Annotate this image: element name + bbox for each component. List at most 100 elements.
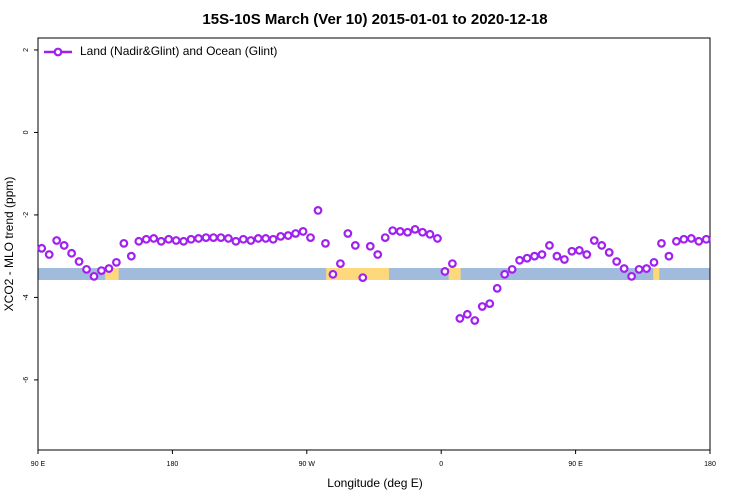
data-point — [425, 229, 435, 239]
data-point — [634, 264, 644, 274]
data-point — [686, 234, 696, 243]
data-point — [537, 250, 547, 259]
data-point — [604, 248, 614, 257]
data-point — [589, 236, 599, 245]
land-segment — [653, 268, 660, 280]
data-point — [141, 234, 151, 244]
data-point — [97, 266, 106, 276]
x-tick-label: 0 — [439, 461, 443, 468]
data-point — [373, 250, 383, 259]
data-point — [380, 233, 390, 243]
land-segment — [448, 268, 461, 280]
data-point — [156, 236, 166, 246]
data-point — [530, 251, 539, 261]
data-point — [82, 264, 91, 274]
x-tick-label: 90 E — [31, 461, 46, 468]
data-point — [545, 241, 554, 250]
data-point — [515, 255, 524, 265]
data-point — [126, 251, 136, 261]
data-point — [701, 234, 711, 244]
data-point — [52, 236, 62, 245]
data-point — [410, 224, 420, 234]
data-point — [194, 234, 203, 243]
data-point — [694, 236, 704, 246]
data-point — [649, 257, 659, 267]
data-point — [74, 257, 84, 266]
data-point — [298, 227, 308, 236]
data-point — [186, 234, 196, 244]
x-tick-label: 90 W — [299, 461, 316, 468]
data-point — [119, 238, 129, 248]
data-point — [500, 269, 510, 279]
plot-frame — [37, 37, 711, 451]
data-point — [238, 234, 248, 244]
data-point — [291, 229, 301, 238]
data-point — [313, 205, 323, 215]
data-point — [67, 248, 76, 258]
data-point — [567, 246, 577, 256]
data-point — [485, 299, 495, 308]
data-point — [134, 236, 144, 246]
data-point — [507, 264, 517, 274]
data-point — [440, 267, 450, 276]
data-point — [321, 238, 330, 248]
y-tick-label: 2 — [23, 48, 30, 52]
data-point — [104, 264, 114, 273]
data-point — [44, 250, 54, 259]
data-point — [395, 227, 405, 236]
data-point — [216, 233, 226, 243]
y-tick-label: -4 — [23, 294, 30, 300]
data-point — [343, 229, 353, 238]
data-point — [358, 273, 368, 283]
data-point — [388, 226, 398, 235]
x-tick-label: 180 — [167, 461, 179, 468]
data-point — [336, 259, 345, 268]
data-point — [223, 234, 233, 243]
data-point — [253, 234, 263, 243]
data-point — [642, 264, 651, 273]
data-point — [582, 250, 592, 259]
data-point — [179, 236, 189, 246]
legend-label: Land (Nadir&Glint) and Ocean (Glint) — [80, 44, 277, 58]
data-point — [619, 264, 629, 273]
data-point — [149, 234, 159, 243]
legend-marker — [53, 47, 63, 57]
data-point — [492, 283, 502, 293]
data-point — [477, 302, 487, 311]
data-point — [209, 233, 218, 243]
data-point — [283, 231, 293, 240]
y-axis-label: XCO2 - MLO trend (ppm) — [2, 177, 16, 312]
data-point — [89, 271, 99, 281]
data-point — [276, 231, 286, 241]
data-point — [560, 255, 569, 264]
data-point — [365, 241, 375, 251]
data-point — [350, 241, 360, 250]
data-point — [612, 257, 622, 266]
data-point — [552, 251, 562, 261]
data-point — [306, 233, 315, 243]
data-point — [462, 309, 472, 319]
data-point — [574, 245, 584, 255]
data-point — [672, 236, 681, 246]
data-point — [37, 243, 47, 253]
data-point — [657, 238, 666, 248]
data-point — [164, 234, 174, 244]
data-point — [522, 253, 532, 263]
x-tick-label: 180 — [704, 461, 716, 468]
data-point — [627, 271, 636, 281]
data-point — [171, 236, 181, 245]
y-tick-label: -6 — [23, 377, 30, 383]
data-point — [470, 316, 480, 325]
data-point — [261, 234, 271, 243]
x-tick-label: 90 E — [568, 461, 583, 468]
data-point — [268, 234, 278, 244]
data-point — [418, 227, 427, 237]
land-segment — [326, 268, 389, 280]
data-point — [328, 269, 338, 279]
data-point — [597, 241, 607, 250]
data-point — [403, 227, 413, 237]
y-tick-label: 0 — [23, 130, 30, 134]
data-point — [679, 234, 689, 244]
y-tick-label: -2 — [23, 212, 30, 218]
